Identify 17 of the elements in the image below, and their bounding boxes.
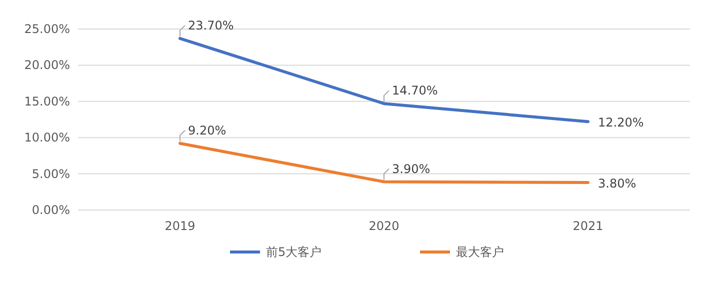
y-tick-label: 10.00% bbox=[24, 130, 70, 145]
data-label: 12.20% bbox=[598, 116, 644, 130]
x-tick-label: 2019 bbox=[164, 219, 196, 233]
data-label: 14.70% bbox=[392, 84, 438, 98]
data-label: 9.20% bbox=[188, 123, 226, 138]
y-tick-label: 20.00% bbox=[24, 58, 70, 72]
x-tick-label: 2020 bbox=[368, 219, 400, 233]
y-tick-label: 5.00% bbox=[32, 166, 70, 181]
legend-label: 前5大客户 bbox=[266, 245, 322, 259]
y-tick-label: 25.00% bbox=[24, 22, 70, 36]
x-tick-label: 2021 bbox=[572, 219, 604, 233]
data-label: 3.80% bbox=[598, 176, 636, 190]
data-label: 3.90% bbox=[392, 162, 430, 176]
y-tick-label: 0.00% bbox=[32, 203, 70, 217]
legend-label: 最大客户 bbox=[456, 245, 504, 259]
y-tick-label: 15.00% bbox=[24, 94, 70, 108]
data-label: 23.70% bbox=[188, 18, 234, 32]
